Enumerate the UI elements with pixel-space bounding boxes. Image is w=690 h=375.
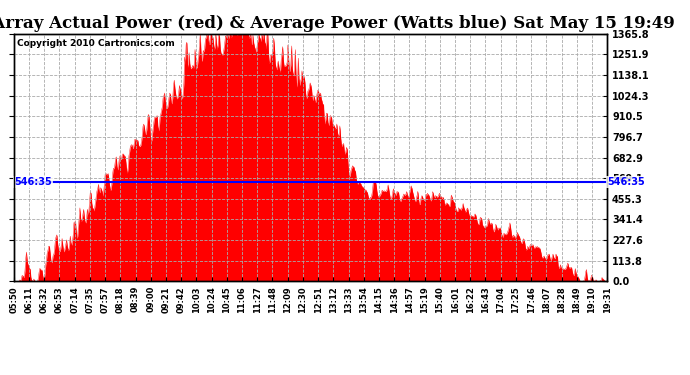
Text: 546:35: 546:35: [14, 177, 52, 187]
Title: East Array Actual Power (red) & Average Power (Watts blue) Sat May 15 19:49: East Array Actual Power (red) & Average …: [0, 15, 675, 32]
Text: 546:35: 546:35: [607, 177, 645, 187]
Text: Copyright 2010 Cartronics.com: Copyright 2010 Cartronics.com: [17, 39, 175, 48]
